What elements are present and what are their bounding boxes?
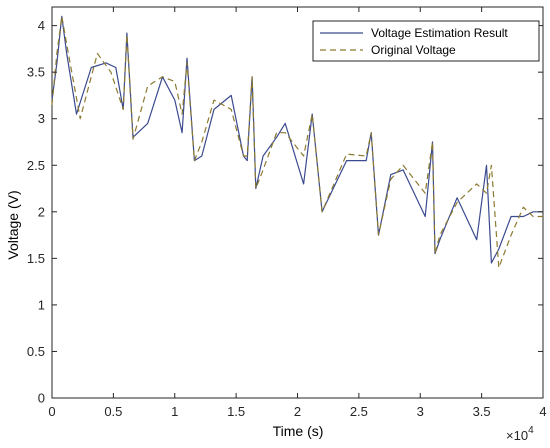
y-tick-label: 3.5 xyxy=(27,65,45,80)
series-line-original-voltage xyxy=(51,15,543,269)
y-tick-label: 2 xyxy=(38,204,45,219)
y-axis-title: Voltage (V) xyxy=(5,190,21,259)
y-tick-label: 4 xyxy=(38,18,45,33)
y-tick-label: 0 xyxy=(38,391,45,406)
legend-box xyxy=(312,20,540,62)
x-exponent-base: ×10 xyxy=(506,428,528,443)
x-tick-label: 0.5 xyxy=(104,404,122,419)
x-tick-label: 3 xyxy=(417,404,424,419)
legend: Voltage Estimation Result Original Volta… xyxy=(312,20,540,62)
y-tick-label: 0.5 xyxy=(27,344,45,359)
x-tick-label: 1.5 xyxy=(227,404,245,419)
plot-area xyxy=(51,6,544,399)
legend-label-estimation: Voltage Estimation Result xyxy=(371,26,508,40)
y-tick-label: 1 xyxy=(38,297,45,312)
x-tick-label: 2.5 xyxy=(350,404,368,419)
y-tick-label: 3 xyxy=(38,111,45,126)
x-tick-label: 2 xyxy=(294,404,301,419)
x-tick-label: 0 xyxy=(48,404,55,419)
y-tick-label: 2.5 xyxy=(27,158,45,173)
x-tick-label: 4 xyxy=(539,404,546,419)
series-layer xyxy=(51,15,543,269)
x-tick-label: 1 xyxy=(171,404,178,419)
x-axis-title: Time (s) xyxy=(273,423,324,439)
tick-layer: 0 0.5 1 1.5 2 2.5 3 3.5 4 0 0.5 1 1.5 2 2.5 3 3.5 4 xyxy=(27,7,547,419)
x-tick-label: 3.5 xyxy=(473,404,491,419)
x-exponent-power: 4 xyxy=(528,425,534,436)
y-tick-label: 1.5 xyxy=(27,251,45,266)
x-exponent-label: ×104 xyxy=(506,425,534,443)
axes-frame xyxy=(51,6,544,399)
legend-label-original: Original Voltage xyxy=(371,43,456,57)
